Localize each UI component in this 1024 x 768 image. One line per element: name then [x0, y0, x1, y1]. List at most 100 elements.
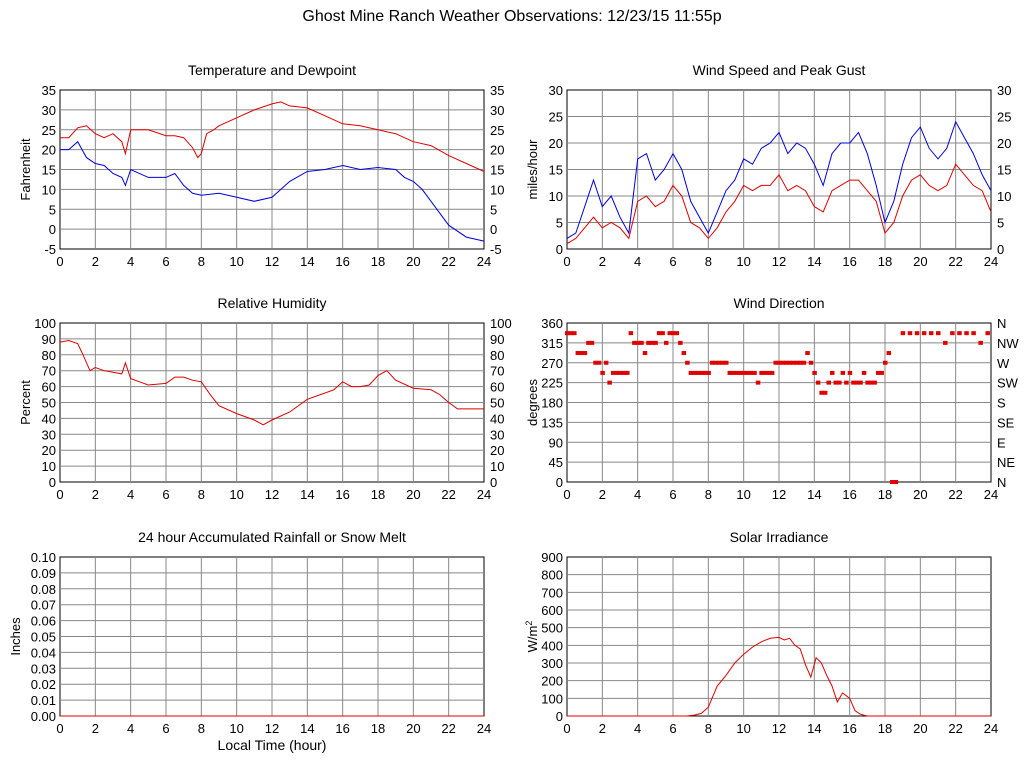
y-tick-label: 0.06 — [31, 614, 56, 629]
right-y-tick-label: 35 — [490, 83, 504, 98]
y-tick-label: 0.01 — [31, 693, 56, 708]
data-point — [685, 360, 690, 365]
y-axis-label: miles/hour — [525, 139, 540, 200]
y-tick-label: 25 — [42, 123, 56, 138]
series-line-2 — [60, 140, 485, 242]
y-tick-label: 315 — [541, 336, 563, 351]
chart-humidity: 0 2 4 6 8 10 12 14 16 18 20 22 240102030405060708090… — [18, 295, 512, 502]
y-tick-label: 300 — [541, 656, 563, 671]
data-point — [649, 340, 655, 345]
data-point — [801, 360, 807, 365]
right-y-tick-label: 10 — [490, 459, 504, 474]
x-tick-label: 0 — [56, 721, 63, 736]
y-tick-label: 0.08 — [31, 582, 56, 597]
data-point — [628, 331, 634, 336]
right-y-tick-label: 10 — [997, 189, 1011, 204]
data-point — [777, 360, 782, 365]
data-point — [851, 380, 856, 385]
x-tick-label: 18 — [371, 721, 385, 736]
chart-title: Wind Speed and Peak Gust — [693, 62, 866, 78]
y-tick-label: 0.02 — [31, 677, 56, 692]
x-tick-label: 4 — [634, 487, 641, 502]
data-point — [890, 480, 895, 484]
data-point — [858, 380, 863, 385]
data-point — [579, 351, 584, 356]
data-point — [971, 331, 976, 336]
x-tick-label: 4 — [634, 254, 641, 269]
right-y-tick-label: NW — [997, 336, 1019, 351]
right-y-tick-label: 10 — [490, 182, 504, 197]
x-tick-label: 24 — [984, 487, 998, 502]
x-tick-label: 2 — [92, 487, 99, 502]
x-tick-label: 4 — [634, 721, 641, 736]
data-point — [610, 370, 616, 375]
x-tick-label: 14 — [300, 487, 314, 502]
data-point — [868, 380, 874, 385]
data-point — [593, 360, 598, 365]
data-point — [847, 370, 853, 375]
right-y-tick-label: 5 — [997, 216, 1004, 231]
data-point — [759, 370, 764, 375]
right-y-tick-label: SW — [997, 376, 1019, 391]
y-tick-label: 100 — [34, 316, 56, 331]
data-point — [822, 390, 828, 395]
data-point — [766, 370, 771, 375]
y-tick-label: 0.10 — [31, 550, 56, 565]
data-point — [674, 331, 680, 336]
right-y-tick-label: 60 — [490, 380, 504, 395]
data-point — [921, 331, 927, 336]
right-y-tick-label: 30 — [490, 427, 504, 442]
data-point — [575, 351, 581, 356]
y-tick-label: 60 — [42, 380, 56, 395]
chart-direction: 0 2 4 6 8 10 12 14 16 18 20 22 240459013518022527031… — [525, 295, 1019, 502]
data-point — [734, 370, 740, 375]
x-tick-label: 10 — [736, 721, 750, 736]
x-tick-label: 10 — [736, 254, 750, 269]
data-point — [840, 370, 846, 375]
data-point — [568, 331, 574, 336]
data-point — [893, 480, 899, 484]
y-tick-label: 180 — [541, 396, 563, 411]
data-point — [688, 370, 694, 375]
x-tick-label: 12 — [772, 721, 786, 736]
chart-title: Temperature and Dewpoint — [188, 62, 356, 78]
x-tick-label: 8 — [198, 721, 205, 736]
data-point — [865, 380, 870, 385]
data-point — [861, 370, 867, 375]
x-tick-label: 6 — [669, 487, 676, 502]
x-tick-label: 20 — [913, 487, 927, 502]
y-tick-label: 0 — [49, 475, 56, 490]
x-tick-label: 20 — [913, 721, 927, 736]
right-y-tick-label: 25 — [490, 123, 504, 138]
x-tick-label: 20 — [406, 487, 420, 502]
data-point — [589, 340, 595, 345]
x-tick-label: 6 — [162, 254, 169, 269]
y-tick-label: 40 — [42, 411, 56, 426]
y-tick-label: 10 — [42, 182, 56, 197]
x-tick-label: 18 — [878, 721, 892, 736]
data-point — [745, 370, 750, 375]
y-tick-label: 20 — [42, 143, 56, 158]
data-point — [872, 380, 877, 385]
y-tick-label: 10 — [42, 459, 56, 474]
data-point — [914, 331, 920, 336]
x-tick-label: 0 — [56, 487, 63, 502]
y-tick-label: 15 — [42, 163, 56, 178]
x-tick-label: 14 — [807, 254, 821, 269]
right-y-tick-label: 50 — [490, 396, 504, 411]
y-axis-label: Inches — [8, 617, 23, 656]
right-y-tick-label: 0 — [490, 222, 497, 237]
data-point — [900, 331, 906, 336]
y-tick-label: 0.04 — [31, 645, 56, 660]
data-point — [837, 380, 842, 385]
x-tick-label: 16 — [842, 254, 856, 269]
y-tick-label: 70 — [42, 364, 56, 379]
x-tick-label: 16 — [335, 487, 349, 502]
y-tick-label: 5 — [49, 202, 56, 217]
data-point — [819, 390, 824, 395]
data-point — [957, 331, 962, 336]
y-tick-label: 270 — [541, 356, 563, 371]
chart-title: Wind Direction — [733, 295, 824, 311]
series-line-1 — [567, 636, 991, 717]
y-tick-label: 10 — [549, 189, 563, 204]
